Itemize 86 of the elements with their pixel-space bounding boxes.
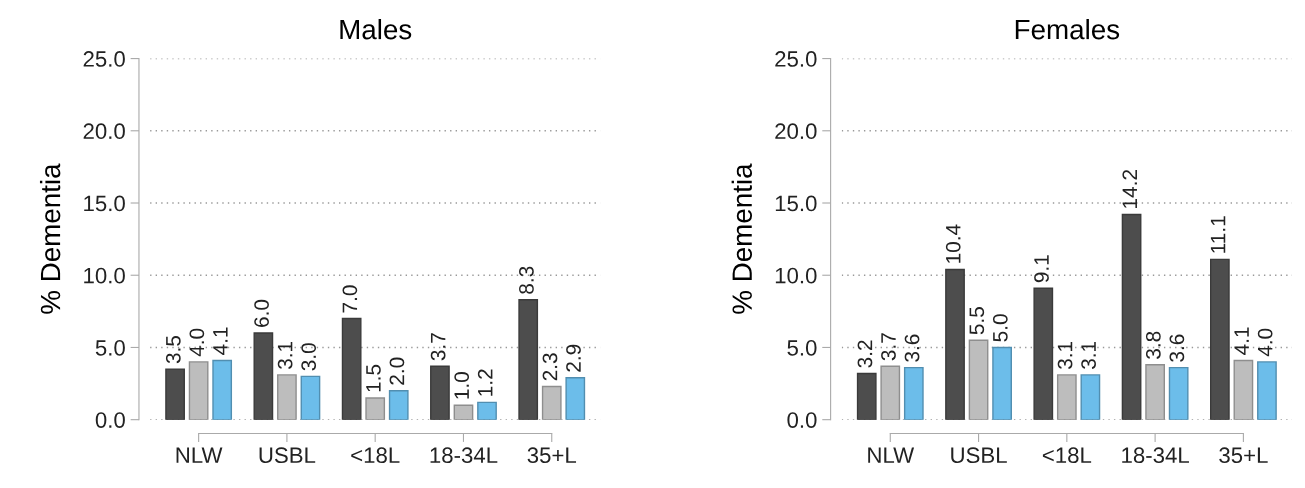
x-tick-label: USBL [259,447,316,464]
data-label: 4.1 [213,327,228,355]
data-label: 5.5 [969,307,985,335]
y-tick-label: 20.0 [775,123,817,140]
bar [968,339,989,420]
y-tick-label: 25.0 [83,51,125,67]
data-label: 3.1 [1057,341,1073,370]
data-label: 3.1 [1081,341,1096,370]
bar [945,268,965,420]
bar [430,365,450,420]
y-tick-label: 0.0 [95,412,125,428]
y-tick-label: 20.0 [83,123,125,140]
bar [1145,364,1165,420]
data-label: 2.3 [542,353,558,381]
x-tick-label: 35+L [527,447,577,464]
data-label: 3.2 [857,340,873,368]
x-tick-label: NLW [176,447,223,463]
data-label: 10.4 [945,224,961,263]
y-tick-label: 15.0 [775,195,817,212]
bar [477,401,497,420]
y-axis-title: % Dementia [731,163,753,314]
bar [1033,287,1054,420]
data-label: 3.0 [301,343,317,371]
data-label: 3.7 [881,333,896,361]
y-tick-label: 10.0 [84,267,125,284]
bar [253,332,274,420]
bar [565,377,586,420]
bar [365,397,386,420]
data-label: 14.2 [1122,170,1137,208]
data-label: 11.1 [1210,216,1226,253]
data-label: 1.5 [366,364,381,392]
y-tick-label: 15.0 [84,195,125,212]
bar [341,317,362,420]
data-label: 8.3 [519,266,534,294]
data-label: 3.6 [1169,334,1185,362]
x-tick-label: <18L [351,447,400,464]
y-axis-title: % Dementia [39,163,61,314]
data-label: 2.0 [389,357,405,385]
bar [1209,258,1230,420]
data-label: 3.8 [1145,331,1161,359]
data-label: 4.0 [189,328,205,357]
bar [992,346,1012,420]
bar [518,299,539,420]
bar [1080,374,1101,420]
bar [1056,374,1077,420]
chart-title: Females [1015,18,1120,40]
x-tick-label: <18L [1042,447,1092,464]
bar [880,365,901,420]
bar [1233,359,1254,420]
bar [856,372,877,420]
bar [212,359,233,420]
bar [541,385,562,420]
data-label: 4.1 [1234,327,1249,355]
bar [188,361,209,420]
x-tick-label: NLW [868,447,915,463]
bar [1257,361,1277,420]
data-label: 1.0 [454,372,470,399]
x-tick-label: 18-34L [430,447,498,464]
bar [388,390,409,420]
data-label: 7.0 [342,285,358,313]
bar [903,366,924,420]
data-label: 2.9 [566,344,581,372]
y-tick-label: 5.0 [95,339,125,356]
bar [277,374,297,420]
y-tick-label: 10.0 [775,267,817,284]
data-label: 3.6 [904,334,920,362]
data-label: 4.0 [1257,328,1273,357]
x-tick-label: 35+L [1219,447,1268,464]
y-tick-label: 5.0 [787,339,817,356]
x-tick-label: USBL [951,447,1007,464]
chart-title: Males [340,18,412,40]
data-label: 9.1 [1034,255,1049,283]
data-label: 3.5 [165,335,181,364]
bar [453,404,474,420]
y-tick-label: 0.0 [787,412,817,428]
bar [300,375,321,420]
data-label: 1.2 [477,369,493,396]
x-tick-label: 18-34L [1122,447,1189,464]
bar [1168,366,1189,420]
y-tick-label: 25.0 [775,51,817,67]
data-label: 3.1 [277,341,293,370]
data-label: 6.0 [254,299,269,327]
bar [1121,213,1142,420]
bar [165,368,185,420]
data-label: 5.0 [992,314,1008,342]
data-label: 3.7 [430,333,446,361]
